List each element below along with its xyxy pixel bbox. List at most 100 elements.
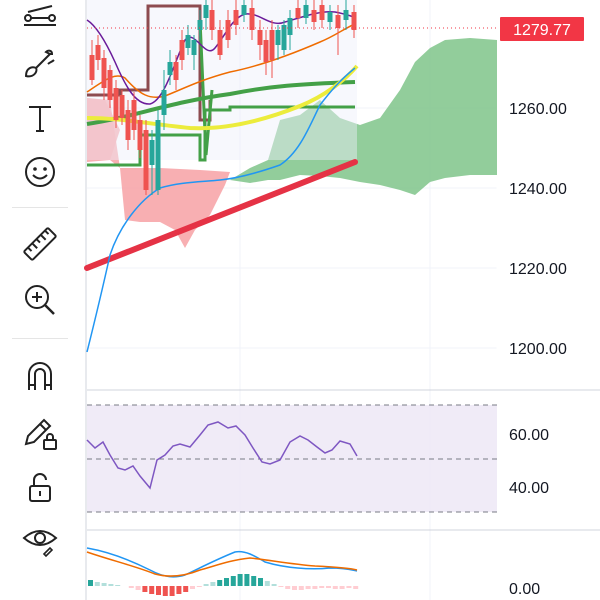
- price-tick: 1220.00: [509, 261, 567, 278]
- macd-bar: [312, 586, 318, 589]
- purple-moving-average: [86, 10, 356, 105]
- candle-body: [143, 130, 149, 190]
- pencil-lock-icon: [24, 418, 57, 450]
- eye-icon: [22, 530, 58, 558]
- macd-bar: [271, 584, 277, 586]
- candle-body: [249, 8, 255, 30]
- brush-tool-button[interactable]: [18, 42, 62, 86]
- candle-body: [351, 12, 357, 30]
- brush-icon: [24, 49, 55, 78]
- zoom-in-tool-button[interactable]: [18, 278, 62, 322]
- candle-body: [179, 40, 185, 60]
- unlock-icon: [29, 473, 51, 502]
- candle-body: [113, 88, 119, 120]
- macd-bar: [292, 586, 297, 590]
- candle-body: [281, 25, 287, 50]
- candle-body: [275, 30, 281, 45]
- candle-body: [233, 10, 239, 25]
- candle-body: [185, 35, 191, 48]
- macd-bar: [326, 586, 331, 588]
- macd-bar: [353, 586, 359, 589]
- visibility-tool-button[interactable]: [18, 518, 62, 562]
- macd-bar: [149, 586, 155, 594]
- candle-body: [287, 18, 293, 35]
- candle-body: [327, 12, 333, 22]
- candle-body: [303, 5, 309, 18]
- candle-body: [295, 8, 301, 18]
- macd-bar: [196, 586, 202, 587]
- macd-bar: [264, 581, 270, 586]
- macd-bar: [339, 586, 345, 589]
- candle-body: [131, 100, 137, 130]
- macd-bar: [332, 586, 338, 589]
- candle-body: [197, 20, 203, 30]
- candle-body: [225, 20, 231, 40]
- macd-bar: [217, 580, 223, 586]
- candle-body: [311, 10, 317, 22]
- magnet-tool-button[interactable]: [18, 354, 62, 398]
- candle-body: [89, 55, 95, 80]
- macd-line: [86, 547, 358, 578]
- unlock-tool-button[interactable]: [18, 466, 62, 510]
- candle-body: [269, 30, 275, 60]
- macd-bar: [156, 586, 161, 595]
- zoom-in-icon: [25, 285, 55, 315]
- candle-body: [101, 58, 107, 88]
- text-icon: [29, 106, 51, 132]
- macd-bar: [135, 586, 141, 590]
- lines-icon: [24, 5, 56, 26]
- macd-bar: [258, 578, 263, 586]
- candle-body: [335, 15, 341, 28]
- toolbar-separator: [12, 207, 68, 208]
- magnet-icon: [28, 362, 52, 390]
- candle-body: [137, 120, 143, 150]
- ruler-tool-button[interactable]: [18, 222, 62, 266]
- rsi-tick: 40.00: [509, 480, 549, 497]
- candle-body: [203, 5, 209, 18]
- macd-bar: [285, 586, 291, 589]
- candle-body: [319, 5, 325, 20]
- trend-line: [84, 159, 358, 271]
- macd-bar: [230, 576, 236, 586]
- chart-area[interactable]: 1279.77 1260.00 1240.00 1220.00 1200.00 …: [80, 0, 600, 600]
- macd-tick: 0.00: [509, 581, 540, 598]
- ichimoku-cloud-red-top: [87, 98, 120, 160]
- candles-shade: [87, 0, 357, 160]
- lock-drawing-tool-button[interactable]: [18, 410, 62, 454]
- chart-canvas[interactable]: 1279.77 1260.00 1240.00 1220.00 1200.00 …: [80, 0, 600, 600]
- macd-bar: [183, 586, 189, 592]
- candle-body: [257, 30, 263, 45]
- smiley-icon: [25, 157, 55, 187]
- current-price-label: 1279.77: [513, 22, 571, 39]
- candle-body: [95, 45, 101, 60]
- candle-body: [125, 110, 131, 140]
- candle-body: [343, 10, 349, 20]
- macd-bar: [142, 586, 148, 592]
- blue-line: [86, 67, 356, 353]
- drawing-toolbar: [0, 0, 80, 600]
- macd-bar: [88, 580, 93, 586]
- candle-body: [217, 30, 223, 55]
- candle-body: [161, 90, 167, 115]
- orange-moving-average: [86, 23, 356, 99]
- candle-body: [173, 62, 179, 80]
- macd-signal-line: [86, 551, 358, 577]
- macd-bar: [128, 586, 134, 588]
- macd-bar: [346, 586, 352, 588]
- candle-body: [241, 5, 247, 15]
- lines-tool-button[interactable]: [18, 0, 62, 34]
- macd-bar: [203, 584, 209, 586]
- macd-bar: [101, 583, 107, 586]
- price-tick: 1260.00: [509, 101, 567, 118]
- emoji-tool-button[interactable]: [18, 150, 62, 194]
- text-tool-button[interactable]: [18, 96, 62, 140]
- candlesticks: [89, 0, 357, 195]
- candle-body: [191, 40, 197, 55]
- macd-bar: [169, 586, 175, 596]
- price-tick: 1200.00: [509, 341, 567, 358]
- current-price-tag: [500, 17, 584, 41]
- macd-bar: [190, 586, 195, 589]
- macd-bar: [305, 586, 311, 589]
- rsi-band: [87, 405, 497, 512]
